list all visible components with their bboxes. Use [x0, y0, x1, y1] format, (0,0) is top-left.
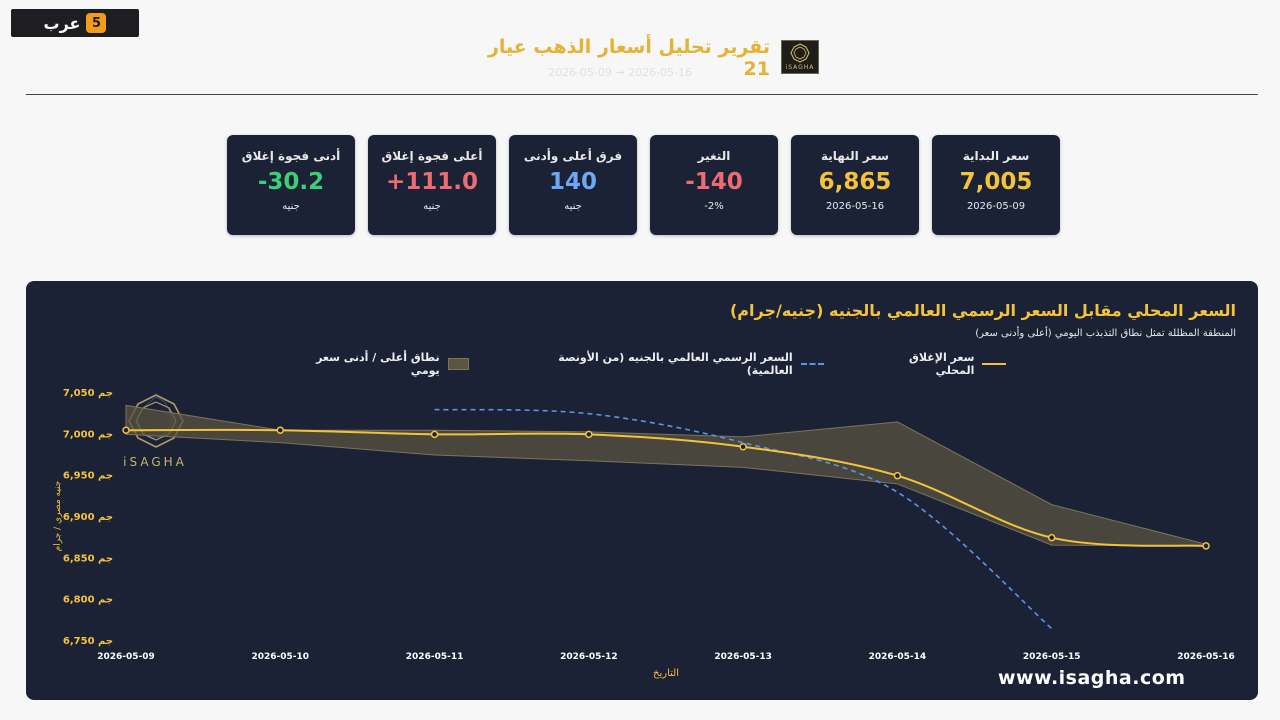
legend-global[interactable]: السعر الرسمي العالمي بالجنيه (من الأونصة… — [513, 351, 825, 377]
x-tick-label: 2026-05-09 — [97, 652, 155, 662]
range-band — [125, 404, 1207, 547]
x-axis-label: التاريخ — [653, 668, 679, 679]
card-label: أدنى فجوة إغلاق — [241, 149, 341, 163]
y-tick-label: 7,050 جم — [63, 388, 113, 399]
legend-label-range: نطاق أعلى / أدنى سعر يومي — [316, 351, 440, 377]
card-sub: جنيه — [423, 201, 441, 212]
card-value: +111.0 — [385, 169, 479, 195]
chart-svg: iSAGHA 6,750 جم 6,800 جم 6,850 جم 6,900 جم 6… — [53, 388, 1235, 679]
card-value: 6,865 — [818, 169, 892, 195]
card-label: أعلى فجوة إغلاق — [381, 149, 483, 163]
card-sub: -2% — [704, 201, 724, 212]
local-point-2026-05-13[interactable] — [739, 442, 747, 451]
card-value: 140 — [548, 169, 597, 195]
brand-logo-text: iSAGHA — [785, 64, 815, 71]
chart-legend: سعر الإغلاق المحلي السعر الرسمي العالمي … — [286, 351, 1006, 377]
legend-label-local: سعر الإغلاق المحلي — [909, 351, 975, 377]
card-sub: جنيه — [564, 201, 582, 212]
watermark-text: iSAGHA — [123, 455, 187, 469]
brand-logo: iSAGHA — [781, 40, 819, 74]
y-tick-label: 6,750 جم — [63, 636, 113, 647]
local-point-2026-05-10[interactable] — [276, 426, 285, 434]
corner-logo: عرب 5 — [11, 9, 139, 37]
report-date-range: 2026-05-09 → 2026-05-16 — [547, 66, 693, 79]
x-tick-label: 2026-05-10 — [251, 652, 309, 662]
stats-cards: سعر البداية 7,005 2026-05-09 سعر النهاية… — [224, 135, 1060, 235]
y-tick-label: 6,850 جم — [63, 553, 113, 564]
legend-local[interactable]: سعر الإغلاق المحلي — [868, 351, 1006, 377]
chart-subtitle: المنطقة المظللة تمثل نطاق التذبذب اليومي… — [975, 328, 1236, 339]
website-url[interactable]: www.isagha.com — [998, 667, 1186, 689]
local-point-2026-05-14[interactable] — [893, 471, 902, 480]
card-high-low-diff: فرق أعلى وأدنى 140 جنيه — [509, 135, 637, 235]
card-label: سعر النهاية — [821, 149, 889, 163]
card-label: سعر البداية — [962, 149, 1030, 163]
y-tick-label: 7,000 جم — [63, 429, 113, 440]
x-tick-label: 2026-05-12 — [560, 652, 618, 662]
card-label: التغير — [697, 149, 731, 163]
y-axis-label: جنيه مصري / جرام — [53, 481, 63, 552]
card-value: -30.2 — [257, 169, 325, 195]
x-tick-label: 2026-05-15 — [1023, 652, 1081, 662]
x-tick-label: 2026-05-16 — [1177, 652, 1235, 662]
card-end-price: سعر النهاية 6,865 2026-05-16 — [791, 135, 919, 235]
corner-logo-badge: 5 — [86, 13, 107, 33]
x-tick-label: 2026-05-14 — [869, 652, 927, 662]
chart-title: السعر المحلي مقابل السعر الرسمي العالمي … — [729, 301, 1236, 320]
card-sub: جنيه — [282, 201, 300, 212]
legend-range[interactable]: نطاق أعلى / أدنى سعر يومي — [286, 351, 470, 377]
chart-panel: السعر المحلي مقابل السعر الرسمي العالمي … — [26, 281, 1258, 700]
report-header: تقرير تحليل أسعار الذهب عيار 21 2026-05-… — [0, 30, 1280, 90]
card-value: -140 — [685, 169, 743, 195]
legend-swatch-global — [800, 363, 825, 365]
y-tick-label: 6,950 جم — [63, 471, 113, 482]
local-point-2026-05-09[interactable] — [122, 426, 130, 434]
report-title: تقرير تحليل أسعار الذهب عيار 21 — [487, 36, 770, 80]
legend-swatch-local — [982, 363, 1006, 365]
x-tick-label: 2026-05-13 — [714, 652, 772, 662]
card-min-gap: أدنى فجوة إغلاق -30.2 جنيه — [227, 135, 355, 235]
card-value: 7,005 — [959, 169, 1033, 195]
card-max-gap: أعلى فجوة إغلاق +111.0 جنيه — [368, 135, 496, 235]
corner-logo-text: عرب — [43, 13, 81, 33]
card-sub: 2026-05-16 — [825, 201, 885, 212]
local-point-2026-05-15[interactable] — [1047, 533, 1056, 542]
legend-swatch-range — [447, 358, 470, 370]
local-close-line — [125, 428, 1207, 547]
local-point-2026-05-12[interactable] — [585, 430, 593, 439]
local-point-2026-05-11[interactable] — [430, 430, 439, 439]
card-change: التغير -140 -2% — [650, 135, 778, 235]
card-start-price: سعر البداية 7,005 2026-05-09 — [932, 135, 1060, 235]
local-point-2026-05-16[interactable] — [1202, 542, 1210, 550]
card-label: فرق أعلى وأدنى — [523, 149, 623, 163]
y-tick-label: 6,900 جم — [63, 512, 113, 523]
header-divider — [26, 94, 1258, 95]
legend-label-global: السعر الرسمي العالمي بالجنيه (من الأونصة… — [558, 351, 793, 377]
card-sub: 2026-05-09 — [966, 201, 1026, 212]
x-tick-label: 2026-05-11 — [406, 652, 464, 662]
gem-icon — [790, 43, 810, 63]
y-tick-label: 6,800 جم — [63, 595, 113, 606]
